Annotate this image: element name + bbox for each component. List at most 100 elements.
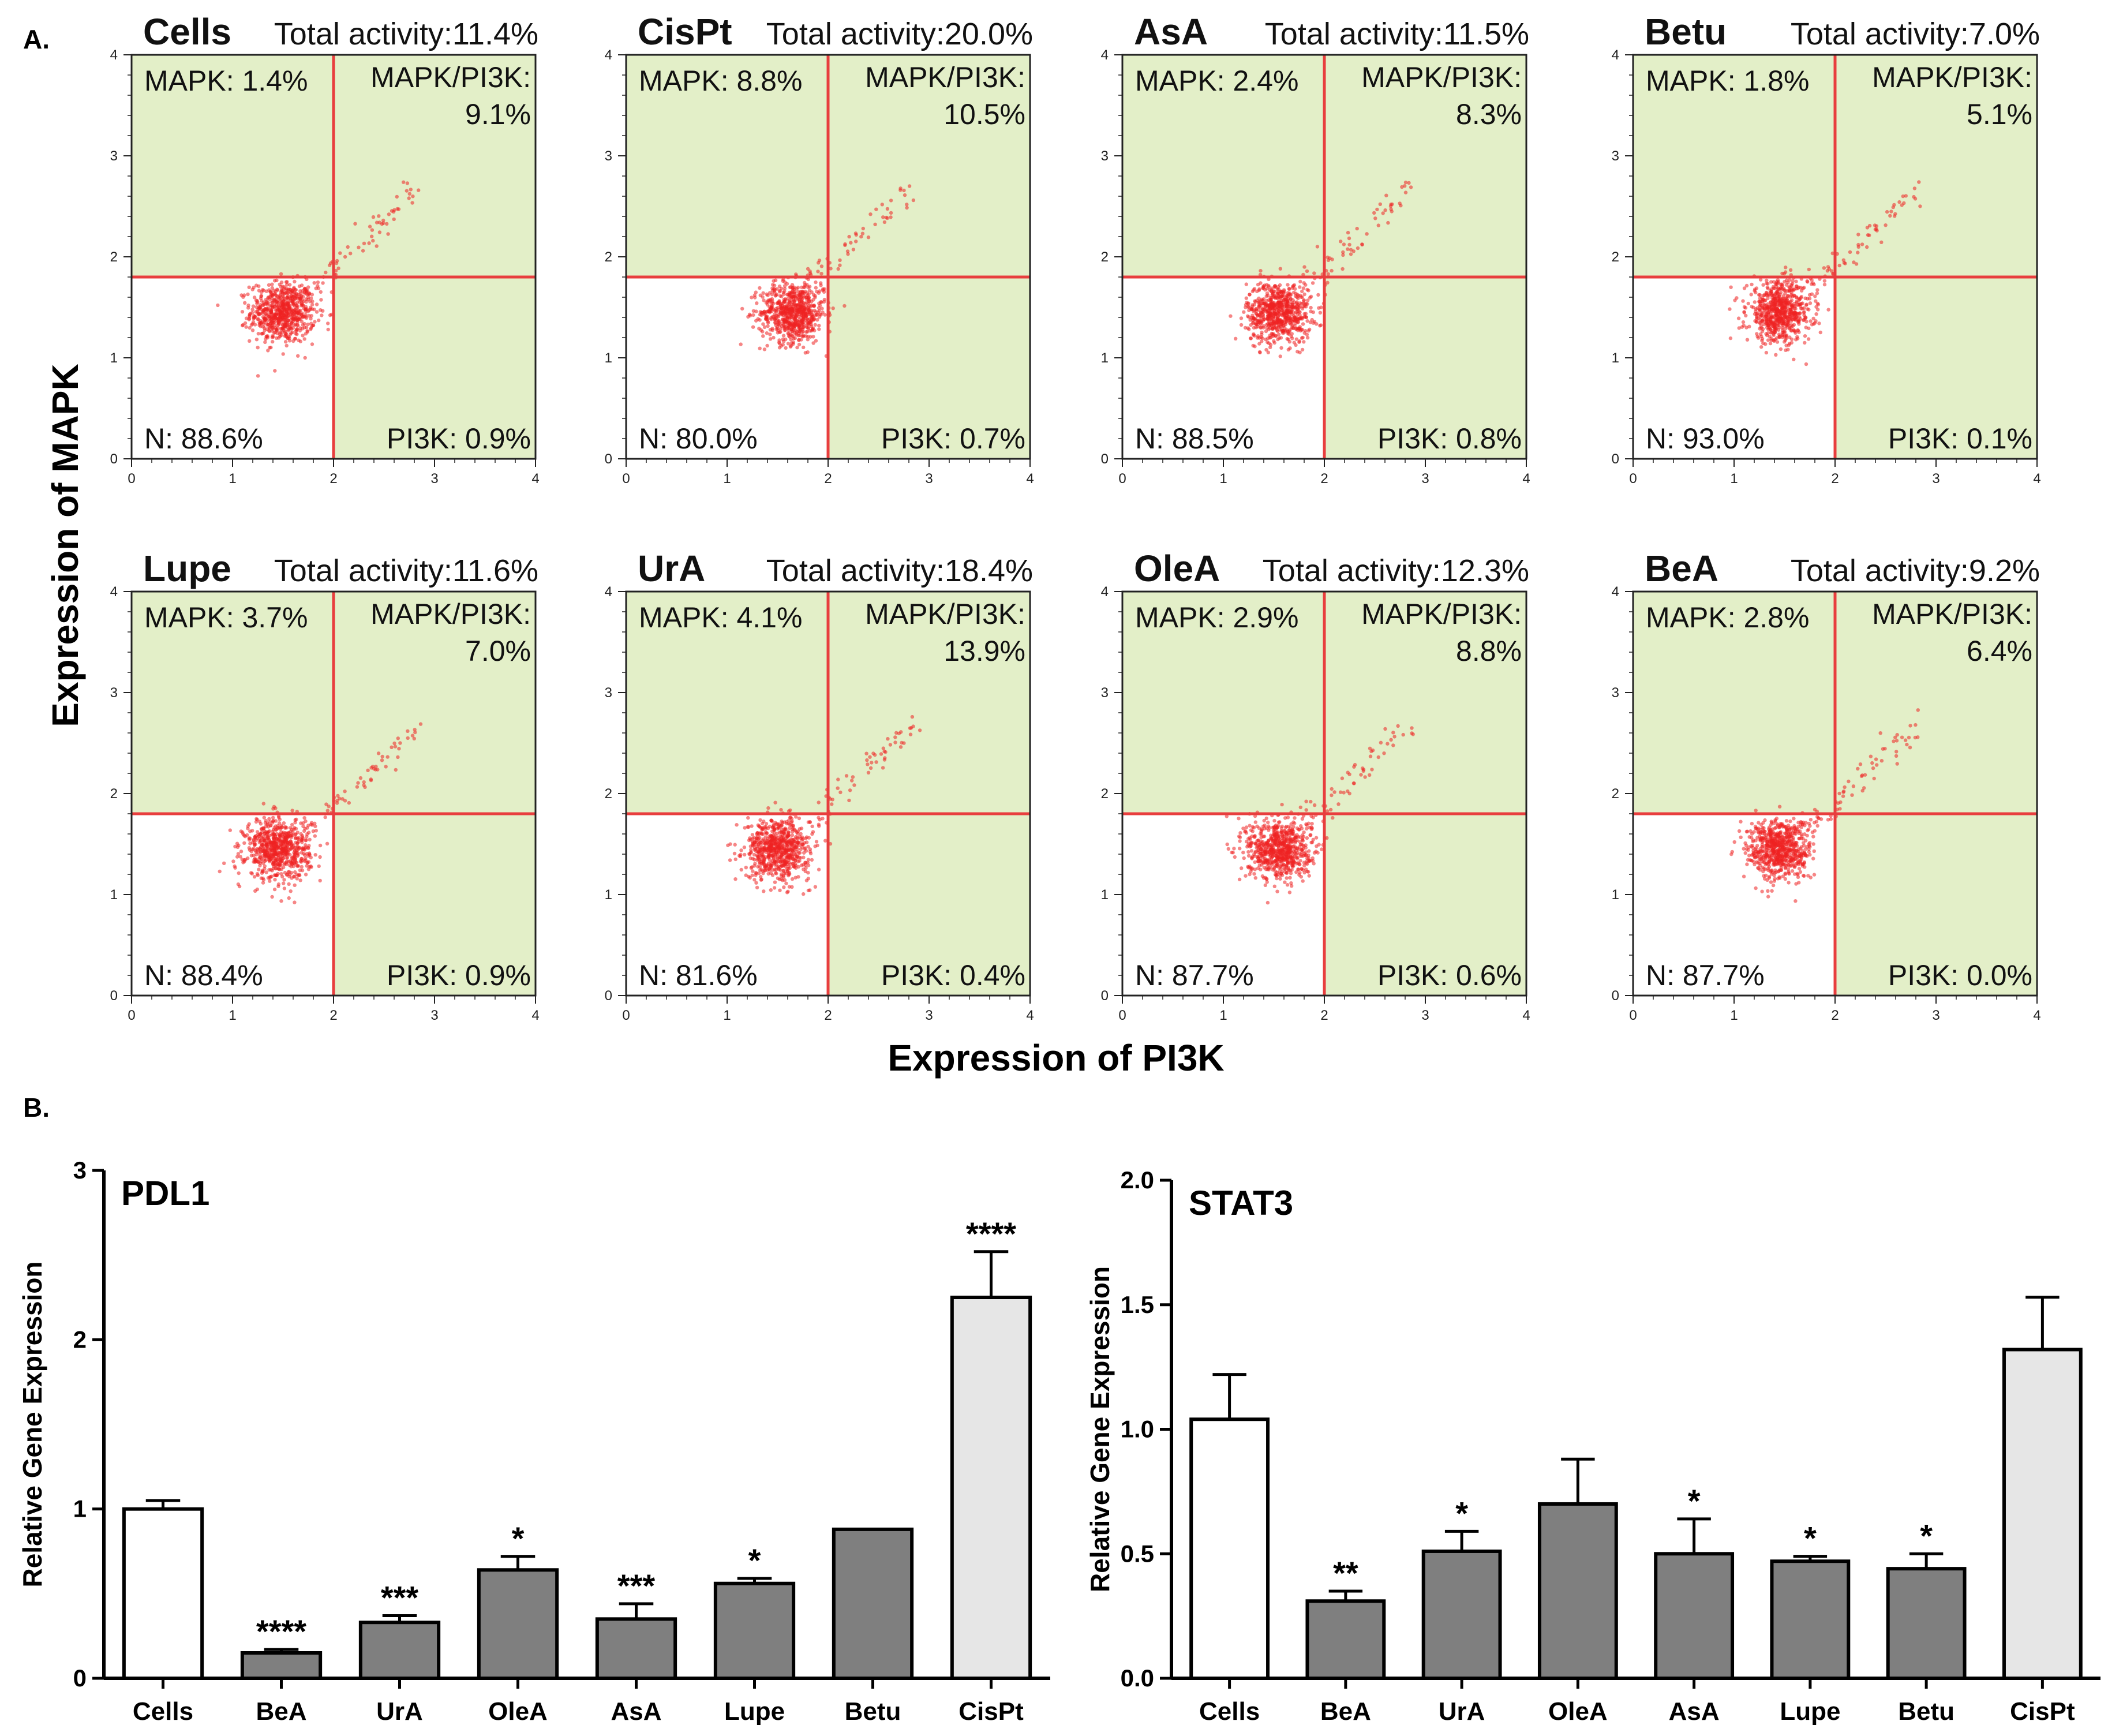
data-point bbox=[278, 330, 282, 334]
data-point bbox=[1765, 319, 1769, 324]
data-point bbox=[1765, 281, 1769, 286]
data-point bbox=[849, 241, 853, 245]
data-point bbox=[1814, 312, 1818, 316]
data-point bbox=[1822, 266, 1826, 270]
data-point bbox=[778, 830, 782, 835]
data-point bbox=[773, 846, 778, 850]
data-point bbox=[790, 310, 795, 315]
data-point bbox=[1270, 286, 1274, 290]
data-point bbox=[1780, 283, 1785, 287]
data-point bbox=[405, 181, 410, 185]
data-point bbox=[790, 334, 794, 338]
data-point bbox=[1741, 320, 1746, 324]
data-point bbox=[765, 343, 769, 348]
data-point bbox=[308, 307, 313, 311]
data-point bbox=[1298, 279, 1302, 284]
data-point bbox=[1306, 298, 1310, 302]
data-point bbox=[782, 841, 787, 845]
data-point bbox=[1301, 286, 1305, 290]
data-point bbox=[791, 316, 796, 320]
data-point bbox=[733, 877, 737, 881]
data-point bbox=[301, 323, 305, 327]
data-point bbox=[377, 220, 381, 225]
data-point bbox=[328, 313, 332, 317]
data-point bbox=[797, 827, 802, 831]
data-point bbox=[758, 861, 762, 866]
data-point bbox=[267, 841, 271, 845]
data-point bbox=[804, 324, 808, 328]
data-point bbox=[790, 295, 794, 300]
data-point bbox=[1741, 299, 1745, 303]
data-point bbox=[1856, 250, 1860, 255]
data-point bbox=[865, 758, 869, 762]
data-point bbox=[1759, 313, 1764, 317]
data-point bbox=[310, 302, 314, 306]
data-point bbox=[799, 293, 803, 297]
data-point bbox=[1758, 278, 1763, 282]
data-point bbox=[761, 291, 765, 295]
data-point bbox=[1904, 194, 1908, 198]
plot-title: Lupe bbox=[143, 548, 231, 589]
data-point bbox=[1796, 319, 1801, 323]
data-point bbox=[287, 302, 291, 306]
data-point bbox=[774, 837, 778, 841]
data-point bbox=[250, 847, 254, 851]
data-point bbox=[794, 319, 798, 323]
data-point bbox=[287, 336, 291, 341]
data-point bbox=[318, 878, 322, 883]
data-point bbox=[284, 343, 289, 348]
data-point bbox=[1798, 315, 1802, 319]
data-point bbox=[284, 860, 289, 865]
data-point bbox=[218, 869, 222, 874]
data-point bbox=[1305, 332, 1309, 336]
data-point bbox=[1242, 310, 1246, 314]
y-tick-label: 0 bbox=[110, 988, 118, 1004]
data-point bbox=[1799, 286, 1803, 290]
data-point bbox=[784, 881, 788, 885]
data-point bbox=[406, 736, 410, 740]
data-point bbox=[1815, 288, 1819, 292]
data-point bbox=[1774, 353, 1778, 357]
quadrant-label-mapk: MAPK: 2.4% bbox=[1135, 65, 1298, 97]
data-point bbox=[1268, 295, 1272, 300]
data-point bbox=[1806, 337, 1811, 341]
data-point bbox=[851, 775, 855, 779]
data-point bbox=[859, 234, 863, 239]
data-point bbox=[377, 214, 381, 218]
data-point bbox=[1783, 305, 1788, 309]
data-point bbox=[789, 820, 793, 825]
data-point bbox=[257, 867, 261, 871]
data-point bbox=[879, 752, 883, 756]
data-point bbox=[265, 334, 269, 338]
data-point bbox=[1304, 315, 1308, 319]
data-point bbox=[803, 351, 808, 355]
data-point bbox=[1912, 186, 1917, 190]
data-point bbox=[818, 818, 822, 822]
data-point bbox=[750, 824, 754, 828]
data-point bbox=[1287, 306, 1292, 311]
data-point bbox=[285, 283, 289, 287]
data-point bbox=[280, 847, 284, 851]
data-point bbox=[800, 330, 804, 335]
data-point bbox=[792, 336, 796, 341]
data-point bbox=[394, 768, 398, 772]
data-point bbox=[1885, 209, 1889, 214]
data-point bbox=[273, 291, 277, 295]
data-point bbox=[1280, 308, 1284, 312]
data-point bbox=[1263, 283, 1267, 287]
data-point bbox=[1267, 341, 1271, 345]
data-point bbox=[769, 317, 773, 321]
data-point bbox=[326, 327, 330, 332]
data-point bbox=[1893, 212, 1897, 216]
data-point bbox=[336, 266, 340, 271]
data-point bbox=[317, 864, 321, 869]
data-point bbox=[269, 311, 274, 315]
data-point bbox=[306, 322, 310, 327]
data-point bbox=[1289, 334, 1293, 338]
data-point bbox=[874, 760, 878, 764]
data-point bbox=[1787, 300, 1791, 304]
data-point bbox=[793, 859, 797, 863]
data-point bbox=[1267, 323, 1271, 327]
data-point bbox=[249, 323, 254, 327]
data-point bbox=[1799, 294, 1803, 299]
